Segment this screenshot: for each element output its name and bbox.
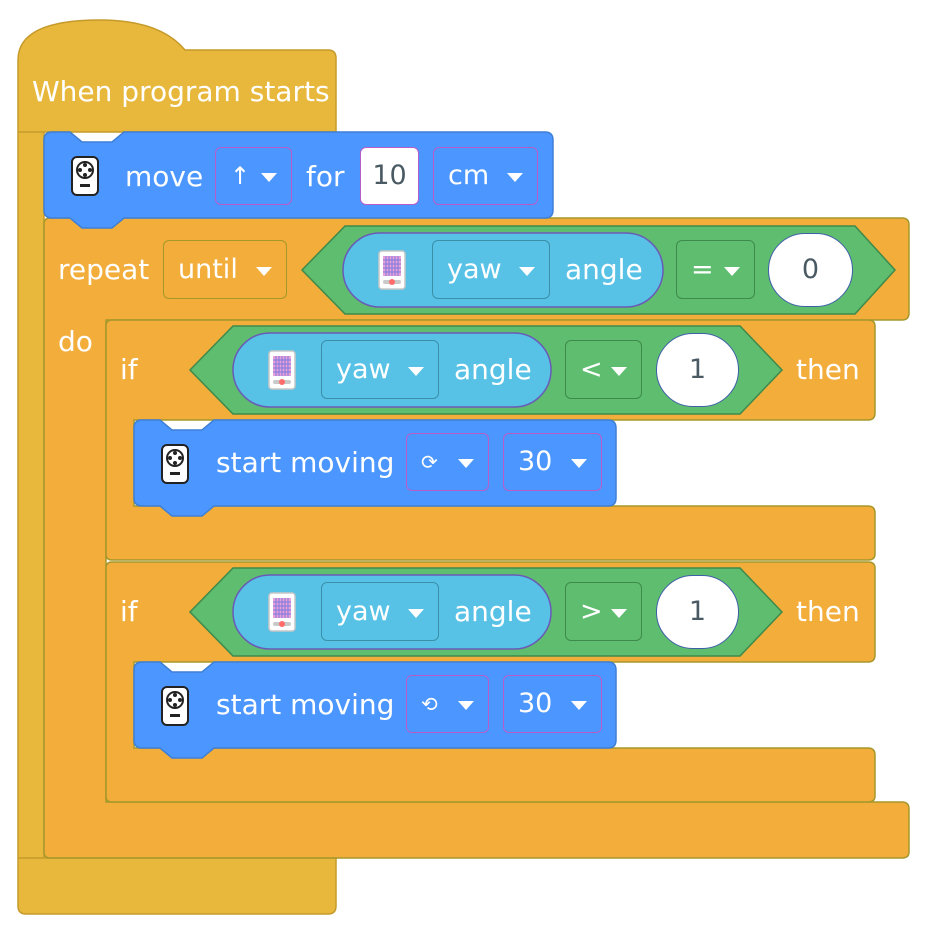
if-1-axis-value: yaw xyxy=(336,353,391,385)
distance-value: 10 xyxy=(372,160,407,191)
if-1-operator-dropdown[interactable]: < xyxy=(565,340,642,399)
chevron-down-icon xyxy=(611,608,627,618)
repeat-mode-dropdown[interactable]: until xyxy=(163,240,287,299)
chevron-down-icon xyxy=(724,266,740,276)
repeat-value-input[interactable]: 0 xyxy=(768,233,853,307)
speed-1-value: 30 xyxy=(518,446,553,477)
direction-dropdown[interactable]: ↑ xyxy=(215,147,292,205)
start-moving-block-1-shape[interactable] xyxy=(133,419,617,517)
if-2-value-input[interactable]: 1 xyxy=(656,575,739,649)
direction-value: ↑ xyxy=(230,162,251,190)
do-label: do xyxy=(58,325,93,358)
chevron-down-icon xyxy=(408,366,424,376)
if-1-then-label: then xyxy=(796,353,860,386)
speed-2-dropdown[interactable]: 30 xyxy=(503,675,602,733)
repeat-value: 0 xyxy=(801,254,820,285)
chevron-down-icon xyxy=(256,266,272,276)
rotation-2-dropdown[interactable]: ⟲ xyxy=(406,675,489,733)
for-label: for xyxy=(306,160,345,193)
chevron-down-icon xyxy=(507,173,523,182)
start-moving-2-label: start moving xyxy=(216,688,395,721)
hat-label: When program starts xyxy=(32,75,330,108)
if-1-label: if xyxy=(120,353,138,386)
start-moving-block-2-shape[interactable] xyxy=(133,661,617,759)
if-2-angle-label: angle xyxy=(454,595,532,628)
repeat-operator-value: = xyxy=(691,253,714,285)
rotation-1-dropdown[interactable]: ⟳ xyxy=(406,433,489,491)
if-1-value: 1 xyxy=(688,354,707,385)
repeat-label: repeat xyxy=(58,253,150,286)
if-1-value-input[interactable]: 1 xyxy=(656,333,739,407)
repeat-axis-value: yaw xyxy=(447,253,502,285)
sensor-board-icon xyxy=(268,592,296,632)
distance-input[interactable]: 10 xyxy=(360,147,419,205)
if-2-value: 1 xyxy=(688,596,707,627)
repeat-axis-dropdown[interactable]: yaw xyxy=(432,240,550,299)
repeat-mode-value: until xyxy=(178,253,238,285)
if-1-angle-label: angle xyxy=(454,353,532,386)
speed-2-value: 30 xyxy=(518,688,553,719)
if-2-operator-dropdown[interactable]: > xyxy=(565,582,642,641)
rotation-1-value: ⟳ xyxy=(421,450,438,474)
chevron-down-icon xyxy=(261,173,277,182)
remote-control-icon xyxy=(161,444,189,484)
speed-1-dropdown[interactable]: 30 xyxy=(503,433,602,491)
chevron-down-icon xyxy=(571,701,587,710)
if-2-then-label: then xyxy=(796,595,860,628)
if-2-label: if xyxy=(120,595,138,628)
unit-dropdown[interactable]: cm xyxy=(433,147,538,205)
unit-value: cm xyxy=(448,160,490,191)
chevron-down-icon xyxy=(571,459,587,468)
if-2-axis-value: yaw xyxy=(336,595,391,627)
sensor-board-icon xyxy=(268,350,296,390)
sensor-board-icon xyxy=(378,250,406,290)
chevron-down-icon xyxy=(458,459,474,468)
move-block-shape[interactable] xyxy=(43,131,554,229)
remote-control-icon xyxy=(71,156,99,196)
if-1-operator-value: < xyxy=(580,353,603,385)
repeat-operator-dropdown[interactable]: = xyxy=(676,240,755,299)
chevron-down-icon xyxy=(519,266,535,276)
repeat-angle-label: angle xyxy=(565,253,643,286)
start-moving-1-label: start moving xyxy=(216,446,395,479)
chevron-down-icon xyxy=(458,701,474,710)
chevron-down-icon xyxy=(408,608,424,618)
if-1-axis-dropdown[interactable]: yaw xyxy=(321,340,439,399)
remote-control-icon xyxy=(161,686,189,726)
rotation-2-value: ⟲ xyxy=(421,692,438,716)
move-label: move xyxy=(125,160,204,193)
hat-block-shape[interactable] xyxy=(17,19,337,915)
if-2-axis-dropdown[interactable]: yaw xyxy=(321,582,439,641)
chevron-down-icon xyxy=(611,366,627,376)
if-2-operator-value: > xyxy=(580,595,603,627)
